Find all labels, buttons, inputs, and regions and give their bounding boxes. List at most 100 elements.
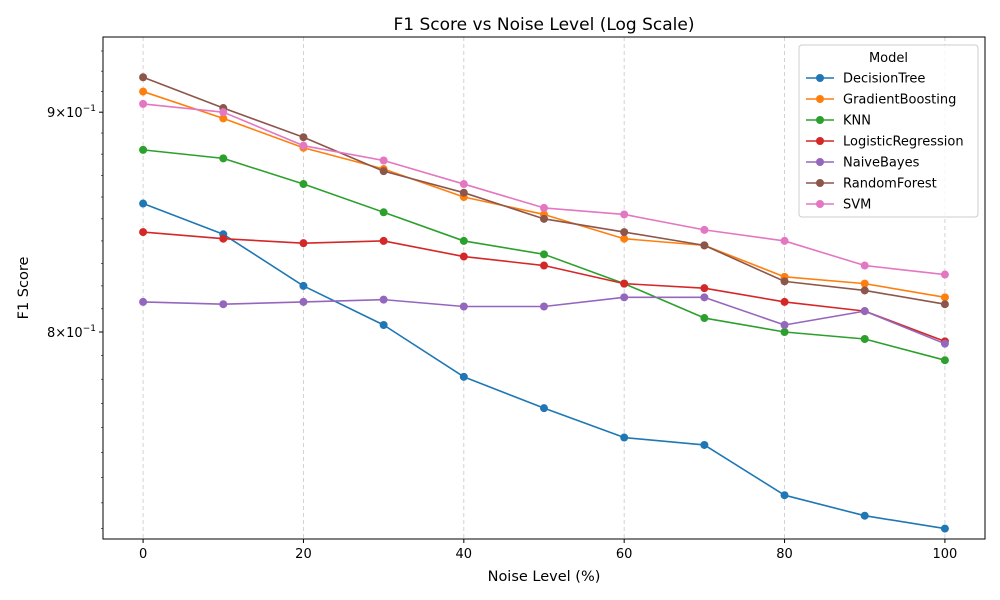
x-tick-label: 0	[139, 547, 147, 562]
data-point	[540, 250, 548, 259]
legend-box	[798, 44, 979, 218]
series-KNN	[139, 145, 949, 365]
data-point	[299, 297, 308, 306]
data-point	[540, 203, 548, 212]
legend-label: GradientBoosting	[843, 93, 956, 108]
data-point	[459, 302, 468, 311]
data-point	[780, 297, 789, 306]
data-point	[139, 73, 148, 82]
data-point	[780, 277, 789, 286]
legend-item: DecisionTree	[806, 72, 925, 87]
data-point	[940, 339, 949, 348]
data-point	[459, 236, 468, 245]
data-point	[219, 234, 228, 243]
legend-title: Model	[869, 51, 908, 66]
x-axis: 0 20 40 60 80 100	[139, 539, 957, 562]
series-LogisticRegression	[139, 228, 949, 346]
data-point	[379, 321, 388, 330]
data-point	[379, 156, 388, 165]
legend-label: DecisionTree	[843, 72, 925, 87]
data-point	[780, 491, 789, 500]
legend-marker	[816, 179, 824, 187]
data-point	[780, 321, 789, 330]
legend-item: RandomForest	[806, 177, 937, 192]
data-point	[540, 261, 548, 270]
chart-title: F1 Score vs Noise Level (Log Scale)	[394, 15, 695, 35]
x-tick-label: 100	[932, 547, 957, 562]
data-point	[459, 180, 468, 189]
data-point	[940, 293, 949, 302]
legend-marker	[816, 95, 824, 103]
legend-marker	[816, 74, 824, 82]
legend-label: SVM	[843, 198, 871, 213]
legend-item: GradientBoosting	[806, 93, 956, 108]
x-tick-label: 60	[616, 547, 633, 562]
data-point	[700, 314, 709, 323]
x-tick-label: 20	[295, 547, 312, 562]
data-point	[780, 236, 789, 245]
data-point	[860, 334, 869, 343]
legend-marker	[816, 116, 824, 124]
plot-frame	[102, 36, 986, 540]
data-point	[860, 511, 869, 520]
x-axis-label: Noise Level (%)	[488, 569, 601, 585]
data-point	[940, 356, 949, 365]
data-point	[139, 199, 148, 208]
series-RandomForest	[139, 73, 949, 309]
y-tick-label: 8×10−1	[47, 324, 96, 341]
legend-item: SVM	[806, 198, 871, 213]
data-point	[139, 99, 148, 108]
data-point	[860, 261, 869, 270]
data-point	[139, 228, 148, 237]
x-tick-label: 40	[456, 547, 473, 562]
data-point	[379, 167, 388, 176]
legend-marker	[816, 200, 824, 208]
data-point	[700, 284, 709, 293]
data-point	[540, 404, 548, 413]
legend-marker	[816, 158, 824, 166]
data-point	[139, 297, 148, 306]
data-point	[139, 87, 148, 96]
y-axis: 8×10−1 9×10−1	[47, 50, 103, 529]
legend-item: LogisticRegression	[806, 135, 964, 150]
series-NaiveBayes	[139, 293, 949, 348]
data-point	[540, 302, 548, 311]
data-point	[379, 236, 388, 245]
data-point	[860, 279, 869, 288]
data-point	[459, 188, 468, 197]
data-point	[700, 225, 709, 234]
data-point	[459, 252, 468, 261]
data-point	[620, 433, 629, 442]
legend-label: KNN	[843, 114, 871, 129]
data-point	[620, 279, 629, 288]
y-axis-label: F1 Score	[16, 257, 32, 320]
data-point	[940, 270, 949, 279]
legend-label: NaiveBayes	[843, 156, 920, 171]
legend-item: KNN	[806, 114, 871, 129]
data-point	[860, 286, 869, 295]
data-point	[620, 234, 629, 243]
data-point	[299, 281, 308, 290]
data-point	[379, 295, 388, 304]
data-point	[700, 440, 709, 449]
series-DecisionTree	[139, 199, 949, 533]
data-point	[379, 208, 388, 217]
data-point	[459, 372, 468, 381]
data-point	[219, 300, 228, 309]
y-tick-label: 9×10−1	[47, 104, 96, 121]
legend-item: NaiveBayes	[806, 156, 920, 171]
legend: Model DecisionTree GradientBoosting KNN Log…	[798, 44, 979, 218]
data-point	[299, 239, 308, 248]
data-point	[219, 114, 228, 123]
data-point	[219, 154, 228, 163]
data-point	[940, 524, 949, 533]
data-point	[700, 293, 709, 302]
data-point	[860, 307, 869, 316]
series-SVM	[139, 99, 949, 279]
data-point	[620, 228, 629, 237]
data-point	[219, 108, 228, 117]
x-tick-label: 80	[776, 547, 793, 562]
data-point	[299, 133, 308, 142]
legend-marker	[816, 137, 824, 145]
